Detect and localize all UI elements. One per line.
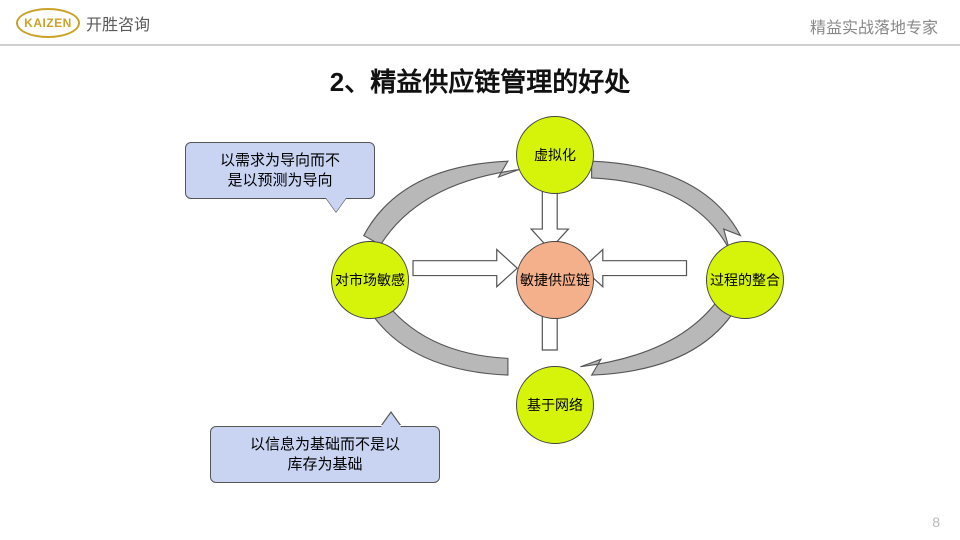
logo-text: 开胜咨询: [86, 11, 150, 35]
node-left: 对市场敏感: [331, 241, 409, 319]
node-bottom: 基于网络: [516, 366, 594, 444]
callout-demand: 以需求为导向而不 是以预测为导向: [185, 142, 375, 199]
callout-demand-l1: 以需求为导向而不: [220, 152, 340, 169]
node-top: 虚拟化: [516, 116, 594, 194]
header: KAIZEN 开胜咨询 精益实战落地专家: [0, 0, 960, 46]
page-number: 8: [932, 514, 940, 530]
callout-demand-l2: 是以预测为导向: [227, 172, 332, 189]
diagram-arrows: [0, 110, 960, 510]
node-top-label: 虚拟化: [534, 147, 576, 164]
callout-info-l1: 以信息为基础而不是以: [250, 436, 400, 453]
node-right-label: 过程的整合: [710, 272, 780, 289]
callout-info-l2: 库存为基础: [287, 456, 362, 473]
tagline: 精益实战落地专家: [810, 14, 938, 38]
slide: KAIZEN 开胜咨询 精益实战落地专家 2、精益供应链管理的好处: [0, 0, 960, 540]
diagram: 敏捷供应链 虚拟化 过程的整合 基于网络 对市场敏感 以需求为导向而不 是以预测…: [0, 110, 960, 510]
logo: KAIZEN 开胜咨询: [16, 8, 150, 38]
node-right: 过程的整合: [706, 241, 784, 319]
node-left-label: 对市场敏感: [335, 272, 405, 289]
node-bottom-label: 基于网络: [527, 397, 583, 414]
callout-info: 以信息为基础而不是以 库存为基础: [210, 426, 440, 483]
node-center-label: 敏捷供应链: [520, 272, 590, 289]
slide-title: 2、精益供应链管理的好处: [0, 62, 960, 99]
logo-mark: KAIZEN: [16, 8, 80, 38]
node-center: 敏捷供应链: [516, 241, 594, 319]
